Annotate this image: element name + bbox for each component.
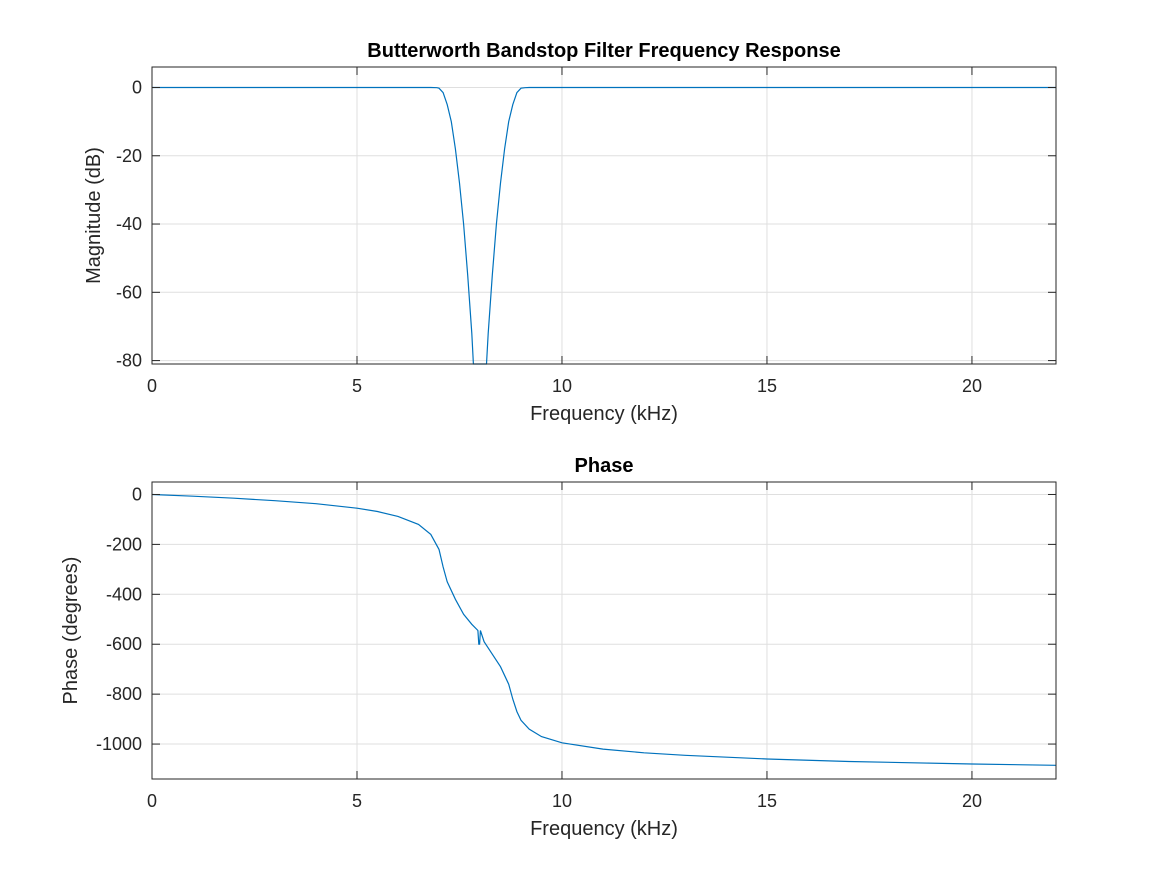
y-tick-label: -80 (116, 351, 142, 371)
magnitude-chart-title: Butterworth Bandstop Filter Frequency Re… (367, 40, 840, 62)
y-tick-label: -800 (106, 684, 142, 704)
x-tick-label: 20 (962, 791, 982, 811)
y-tick-label: -200 (106, 534, 142, 554)
y-tick-label: -400 (106, 584, 142, 604)
y-tick-label: -40 (116, 214, 142, 234)
phase-chart-title: Phase (575, 455, 634, 477)
x-tick-label: 5 (352, 376, 362, 396)
magnitude-axes: 0 5 10 15 20 0 -20 -40 -60 -80 Butterworth Bandsto… (83, 40, 1057, 425)
x-tick-label: 10 (552, 791, 572, 811)
x-tick-label: 0 (147, 791, 157, 811)
y-tick-label: -600 (106, 634, 142, 654)
x-tick-label: 15 (757, 376, 777, 396)
x-tick-label: 0 (147, 376, 157, 396)
magnitude-series-line (152, 86, 1056, 365)
phase-x-axis-label: Frequency (kHz) (530, 818, 678, 840)
phase-axes: 0 5 10 15 20 0 -200 -400 -600 -800 -1000 Phase Frequ… (60, 455, 1057, 840)
y-tick-label: -60 (116, 282, 142, 302)
magnitude-x-axis-label: Frequency (kHz) (530, 403, 678, 425)
y-tick-label: 0 (132, 484, 142, 504)
phase-y-axis-label: Phase (degrees) (60, 557, 82, 705)
y-tick-label: -20 (116, 146, 142, 166)
y-tick-label: 0 (132, 77, 142, 97)
y-tick-label: -1000 (96, 734, 142, 754)
magnitude-y-axis-label: Magnitude (dB) (83, 147, 105, 284)
x-tick-label: 15 (757, 791, 777, 811)
magnitude-axes-box (151, 66, 1057, 365)
x-tick-label: 5 (352, 791, 362, 811)
x-tick-label: 20 (962, 376, 982, 396)
phase-series-line (151, 493, 1057, 766)
phase-axes-box (151, 481, 1057, 780)
x-tick-label: 10 (552, 376, 572, 396)
